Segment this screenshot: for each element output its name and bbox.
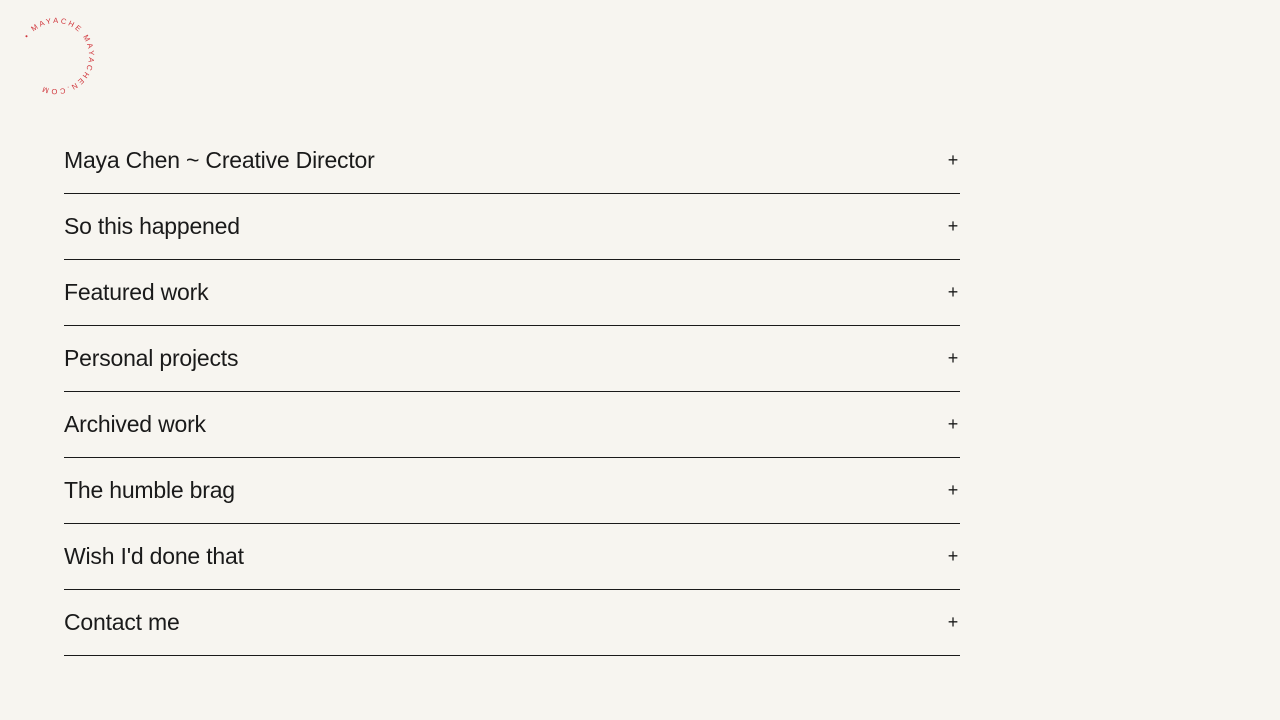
plus-icon[interactable]: +: [947, 150, 959, 170]
accordion-title: Featured work: [64, 279, 209, 305]
accordion-item-contact[interactable]: Contact me +: [64, 590, 960, 656]
plus-icon[interactable]: +: [947, 546, 959, 566]
accordion-item-personal-projects[interactable]: Personal projects +: [64, 326, 960, 392]
plus-icon[interactable]: +: [947, 480, 959, 500]
accordion-title: Contact me: [64, 609, 180, 635]
accordion-title: Personal projects: [64, 345, 239, 371]
accordion-item-humble-brag[interactable]: The humble brag +: [64, 458, 960, 524]
plus-icon[interactable]: +: [947, 414, 959, 434]
svg-text:• MAYACHE MAYACHEN.COM: • MAYACHE MAYACHEN.COM: [22, 16, 96, 96]
accordion-item-archived-work[interactable]: Archived work +: [64, 392, 960, 458]
accordion-title: Maya Chen ~ Creative Director: [64, 147, 375, 173]
accordion: Maya Chen ~ Creative Director + So this h…: [64, 128, 960, 656]
accordion-item-news[interactable]: So this happened +: [64, 194, 960, 260]
plus-icon[interactable]: +: [947, 612, 959, 632]
logo-badge[interactable]: • MAYACHE MAYACHEN.COM: [16, 16, 96, 96]
plus-icon[interactable]: +: [947, 348, 959, 368]
accordion-title: The humble brag: [64, 477, 235, 503]
plus-icon[interactable]: +: [947, 216, 959, 236]
accordion-title: Wish I'd done that: [64, 543, 244, 569]
accordion-item-about[interactable]: Maya Chen ~ Creative Director +: [64, 128, 960, 194]
plus-icon[interactable]: +: [947, 282, 959, 302]
accordion-item-featured-work[interactable]: Featured work +: [64, 260, 960, 326]
logo-text: • MAYACHE MAYACHEN.COM: [22, 16, 94, 96]
accordion-title: Archived work: [64, 411, 206, 437]
accordion-title: So this happened: [64, 213, 240, 239]
accordion-item-wish[interactable]: Wish I'd done that +: [64, 524, 960, 590]
